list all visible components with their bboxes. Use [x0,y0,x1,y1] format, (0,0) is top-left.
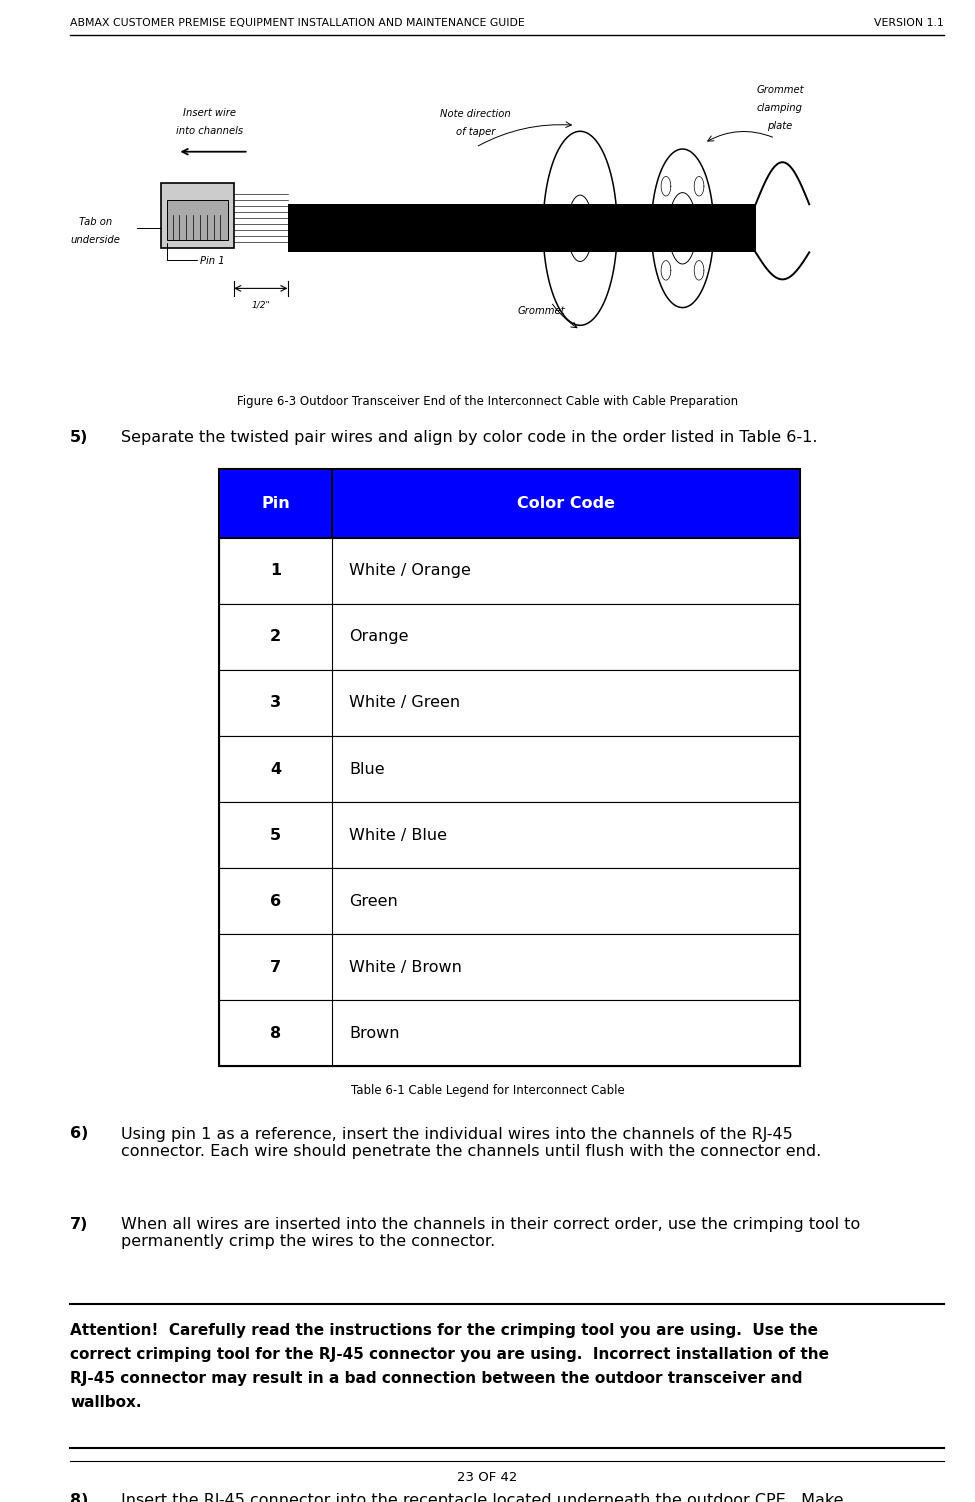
Bar [219,670,800,736]
Bar [288,204,756,252]
Text: Attention!  Carefully read the instructions for the crimping tool you are using.: Attention! Carefully read the instructio… [70,1323,818,1338]
Text: 8): 8) [70,1493,89,1502]
Text: 6: 6 [270,894,281,909]
Text: White / Green: White / Green [349,695,460,710]
Text: 1: 1 [270,563,281,578]
Bar [219,538,800,604]
Text: Using pin 1 as a reference, insert the individual wires into the channels of the: Using pin 1 as a reference, insert the i… [121,1126,821,1160]
Text: 5: 5 [270,828,281,843]
Text: RJ-45 connector may result in a bad connection between the outdoor transceiver a: RJ-45 connector may result in a bad conn… [70,1371,802,1386]
Bar [219,1000,800,1066]
Bar [219,469,800,538]
Text: plate: plate [767,122,793,131]
Text: into channels: into channels [176,126,243,135]
Bar [161,183,234,248]
Text: Orange: Orange [349,629,409,644]
Text: 7: 7 [270,960,281,975]
Bar [167,200,228,240]
Text: Green: Green [349,894,398,909]
Text: Separate the twisted pair wires and align by color code in the order listed in T: Separate the twisted pair wires and alig… [121,430,817,445]
Text: correct crimping tool for the RJ-45 connector you are using.  Incorrect installa: correct crimping tool for the RJ-45 conn… [70,1347,829,1362]
Text: 1/2": 1/2" [252,300,270,309]
Text: ABMAX CUSTOMER PREMISE EQUIPMENT INSTALLATION AND MAINTENANCE GUIDE: ABMAX CUSTOMER PREMISE EQUIPMENT INSTALL… [70,18,525,29]
Text: Brown: Brown [349,1026,400,1041]
Bar [219,802,800,868]
Text: 3: 3 [270,695,281,710]
Text: VERSION 1.1: VERSION 1.1 [874,18,944,29]
Text: of taper: of taper [456,128,495,137]
Text: White / Brown: White / Brown [349,960,462,975]
Text: White / Blue: White / Blue [349,828,448,843]
Text: Grommet: Grommet [518,306,565,315]
Text: Figure 6-3 Outdoor Transceiver End of the Interconnect Cable with Cable Preparat: Figure 6-3 Outdoor Transceiver End of th… [237,395,738,407]
Text: Note direction: Note direction [441,110,511,119]
Text: clamping: clamping [757,104,803,113]
Text: Color Code: Color Code [517,496,614,511]
Text: 8: 8 [270,1026,281,1041]
Text: Table 6-1 Cable Legend for Interconnect Cable: Table 6-1 Cable Legend for Interconnect … [351,1084,624,1098]
Text: Blue: Blue [349,762,385,777]
Text: 23 OF 42: 23 OF 42 [457,1472,518,1484]
Bar [219,604,800,670]
Bar [219,868,800,934]
Bar [219,469,800,1066]
Text: 7): 7) [70,1217,89,1232]
Text: Tab on: Tab on [79,218,112,227]
Text: When all wires are inserted into the channels in their correct order, use the cr: When all wires are inserted into the cha… [121,1217,860,1250]
Text: 5): 5) [70,430,89,445]
Text: Grommet: Grommet [757,86,803,95]
Text: White / Orange: White / Orange [349,563,471,578]
Text: Pin 1: Pin 1 [200,257,224,266]
Bar [219,736,800,802]
Text: 6): 6) [70,1126,89,1142]
Bar [219,934,800,1000]
Text: wallbox.: wallbox. [70,1395,141,1410]
Text: Insert wire: Insert wire [183,108,236,117]
Text: Insert the RJ-45 connector into the receptacle located underneath the outdoor CP: Insert the RJ-45 connector into the rece… [121,1493,843,1502]
Text: 4: 4 [270,762,281,777]
Text: underside: underside [70,236,121,245]
Text: Pin: Pin [261,496,290,511]
Text: 2: 2 [270,629,281,644]
